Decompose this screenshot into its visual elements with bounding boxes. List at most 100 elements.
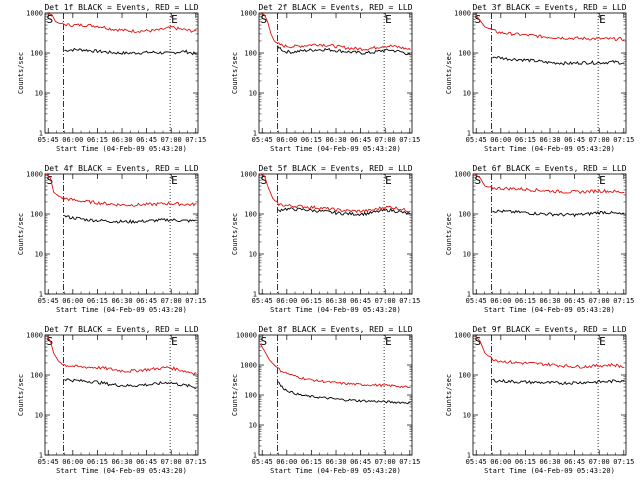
marker-e: E <box>599 335 606 348</box>
marker-s: S <box>260 174 267 187</box>
x-tick-label: 06:30 <box>539 297 560 305</box>
y-tick-label: 100 <box>458 372 471 380</box>
marker-e: E <box>171 174 178 187</box>
plot-title: Det 5f BLACK = Events, RED = LLD <box>258 164 412 173</box>
x-tick-label: 05:45 <box>466 136 487 144</box>
marker-s: S <box>474 13 481 26</box>
marker-e: E <box>385 335 392 348</box>
marker-e: E <box>385 13 392 26</box>
x-tick-label: 06:30 <box>325 136 346 144</box>
y-tick-label: 100 <box>244 50 257 58</box>
panel-det-6: Det 6f BLACK = Events, RED = LLD 1 10 100 10… <box>445 164 634 314</box>
marker-e: E <box>599 13 606 26</box>
x-tick-label: 06:30 <box>111 458 132 466</box>
y-tick-label: 1000 <box>26 10 43 18</box>
y-axis-label: Counts/sec <box>17 52 25 94</box>
x-tick-label: 07:15 <box>185 297 206 305</box>
y-tick-label: 10 <box>35 251 43 259</box>
plot-title: Det 1f BLACK = Events, RED = LLD <box>44 3 198 12</box>
y-tick-label: 1 <box>253 452 257 460</box>
plot-title: Det 8f BLACK = Events, RED = LLD <box>258 325 412 334</box>
x-tick-label: 07:15 <box>185 458 206 466</box>
x-tick-label: 05:45 <box>38 458 59 466</box>
x-tick-label: 06:15 <box>515 136 536 144</box>
x-tick-label: 07:15 <box>613 136 634 144</box>
series-events-line <box>492 209 625 218</box>
series-lld-line <box>259 343 411 389</box>
y-tick-label: 1000 <box>26 171 43 179</box>
y-tick-label: 10 <box>463 251 471 259</box>
y-tick-label: 10 <box>463 412 471 420</box>
x-tick-label: 07:00 <box>161 136 182 144</box>
marker-s: S <box>474 174 481 187</box>
y-tick-label: 100 <box>244 392 257 400</box>
x-tick-label: 07:15 <box>399 297 420 305</box>
y-tick-label: 100 <box>30 372 43 380</box>
plot-title: Det 9f BLACK = Events, RED = LLD <box>472 325 626 334</box>
x-axis-label: Start Time (04-Feb-09 05:43:20) <box>484 145 615 153</box>
x-tick-label: 06:45 <box>350 458 371 466</box>
x-tick-label: 06:00 <box>276 136 297 144</box>
y-tick-label: 100 <box>458 50 471 58</box>
x-tick-label: 06:15 <box>301 458 322 466</box>
y-tick-label: 1 <box>39 130 43 138</box>
panel-det-7: Det 7f BLACK = Events, RED = LLD 1 10 100 10… <box>17 325 206 475</box>
x-tick-label: 06:15 <box>87 458 108 466</box>
x-tick-label: 06:15 <box>87 136 108 144</box>
marker-s: S <box>474 335 481 348</box>
y-tick-label: 10 <box>249 422 257 430</box>
series-events-line <box>277 207 411 217</box>
marker-e: E <box>599 174 606 187</box>
y-tick-label: 1000 <box>26 332 43 340</box>
plot-frame <box>258 173 413 295</box>
y-axis-label: Counts/sec <box>17 374 25 416</box>
x-tick-label: 06:30 <box>539 458 560 466</box>
y-axis-label: Counts/sec <box>231 52 239 94</box>
y-axis-label: Counts/sec <box>445 213 453 255</box>
series-events-line <box>64 47 197 56</box>
x-tick-label: 06:30 <box>111 136 132 144</box>
x-tick-label: 06:00 <box>62 458 83 466</box>
x-axis-label: Start Time (04-Feb-09 05:43:20) <box>484 467 615 475</box>
y-tick-label: 10 <box>249 251 257 259</box>
panel-det-1: Det 1f BLACK = Events, RED = LLD 1 10 100 10… <box>17 3 206 153</box>
plot-title: Det 4f BLACK = Events, RED = LLD <box>44 164 198 173</box>
x-tick-label: 06:30 <box>539 136 560 144</box>
series-lld-line <box>46 12 197 34</box>
y-tick-label: 100 <box>30 50 43 58</box>
x-tick-label: 07:15 <box>185 136 206 144</box>
x-tick-label: 07:15 <box>399 458 420 466</box>
x-tick-label: 06:30 <box>325 458 346 466</box>
marker-s: S <box>46 335 53 348</box>
x-tick-label: 06:45 <box>136 458 157 466</box>
marker-s: S <box>260 335 267 348</box>
x-tick-label: 07:00 <box>589 136 610 144</box>
y-tick-label: 1 <box>467 291 471 299</box>
plot-title: Det 7f BLACK = Events, RED = LLD <box>44 325 198 334</box>
marker-e: E <box>171 13 178 26</box>
series-lld-line <box>473 12 625 42</box>
marker-e: E <box>385 174 392 187</box>
plot-frame <box>44 334 199 456</box>
x-tick-label: 06:45 <box>136 297 157 305</box>
x-tick-label: 06:30 <box>325 297 346 305</box>
x-tick-label: 06:15 <box>515 458 536 466</box>
series-events-line <box>492 55 625 66</box>
marker-s: S <box>46 174 53 187</box>
series-lld-line <box>474 173 625 195</box>
panel-det-9: Det 9f BLACK = Events, RED = LLD 1 10 100 10… <box>445 325 634 475</box>
y-tick-label: 1000 <box>240 10 257 18</box>
x-tick-label: 07:00 <box>161 458 182 466</box>
x-axis-label: Start Time (04-Feb-09 05:43:20) <box>270 467 401 475</box>
x-tick-label: 07:15 <box>613 458 634 466</box>
series-lld-line <box>45 334 197 376</box>
x-axis-label: Start Time (04-Feb-09 05:43:20) <box>270 306 401 314</box>
x-axis-label: Start Time (04-Feb-09 05:43:20) <box>56 467 187 475</box>
x-tick-label: 07:00 <box>589 297 610 305</box>
x-tick-label: 07:00 <box>375 136 396 144</box>
series-events-line <box>277 45 411 56</box>
y-axis-label: Counts/sec <box>17 213 25 255</box>
series-lld-line <box>260 173 411 214</box>
